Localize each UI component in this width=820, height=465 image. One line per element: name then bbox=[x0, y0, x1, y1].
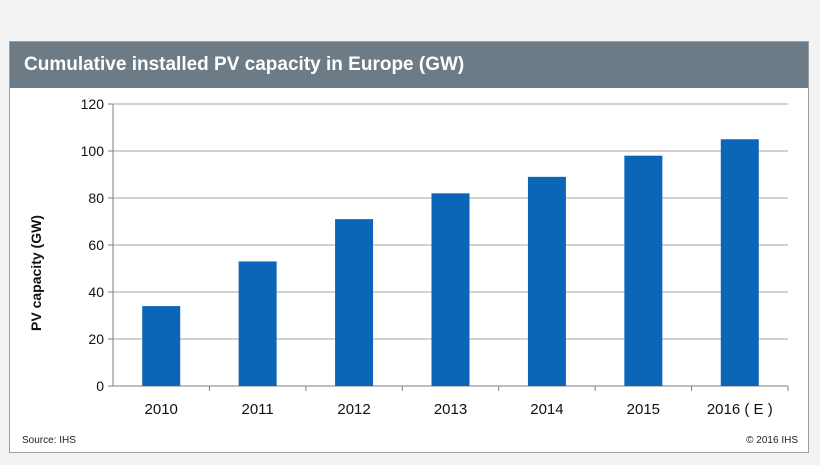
x-tick-label: 2013 bbox=[434, 401, 467, 418]
bars bbox=[142, 139, 759, 386]
x-tick-label: 2015 bbox=[627, 401, 660, 418]
y-tick-label: 80 bbox=[88, 190, 104, 206]
y-tick-label: 60 bbox=[88, 237, 104, 253]
y-tick-label: 0 bbox=[96, 378, 104, 394]
x-tick-label: 2012 bbox=[337, 401, 370, 418]
bar bbox=[238, 261, 277, 386]
y-tick-label: 120 bbox=[81, 96, 105, 112]
bar bbox=[624, 155, 663, 386]
bar bbox=[527, 176, 566, 386]
copyright-note: © 2016 IHS bbox=[746, 435, 798, 446]
x-tick-label: 2014 bbox=[530, 401, 563, 418]
x-tick-label: 2011 bbox=[242, 401, 274, 418]
x-tick-label: 2010 bbox=[145, 401, 178, 418]
bar bbox=[431, 193, 470, 386]
bar bbox=[720, 139, 759, 386]
bar bbox=[335, 219, 374, 386]
y-tick-label: 100 bbox=[81, 143, 105, 159]
tick-labels: 0 20 40 60 80 100 120 2010 2011 2012 2013 2014 2015 2… bbox=[81, 96, 773, 418]
chart-title: Cumulative installed PV capacity in Euro… bbox=[10, 42, 808, 88]
chart-frame: Cumulative installed PV capacity in Euro… bbox=[9, 41, 809, 453]
bar-chart: 0 20 40 60 80 100 120 2010 2011 2012 2013 2014 2015 2… bbox=[28, 96, 789, 418]
bar bbox=[142, 306, 181, 386]
y-axis-label: PV capacity (GW) bbox=[28, 215, 44, 331]
source-note: Source: IHS bbox=[22, 435, 76, 446]
x-tick-label: 2016 ( E ) bbox=[707, 401, 773, 418]
y-tick-label: 20 bbox=[88, 331, 104, 347]
y-tick-label: 40 bbox=[88, 284, 104, 300]
